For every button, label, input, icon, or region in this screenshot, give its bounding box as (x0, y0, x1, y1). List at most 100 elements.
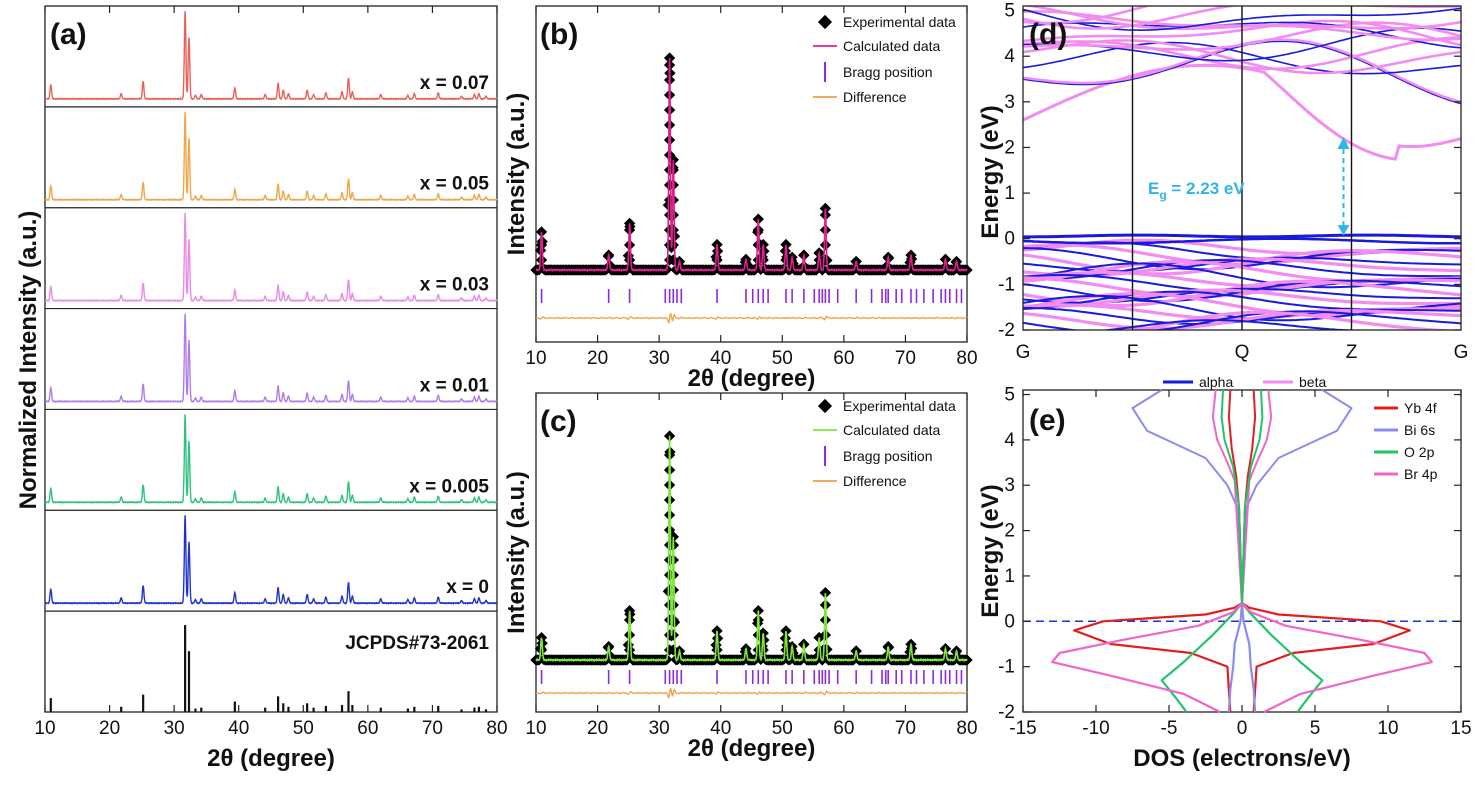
panel-e-dos-line-up (1241, 602, 1433, 713)
panel-d-ytick-label: 0 (1004, 229, 1015, 250)
panel-a-xlabel: 2θ (degree) (207, 745, 335, 772)
panel-e-dos-line-up (1241, 602, 1324, 713)
panel-b-legend-label: Calculated data (843, 38, 941, 54)
panel-c-difference-line (535, 687, 968, 699)
panel-e-dos-line-up (1241, 602, 1411, 713)
panel-b-xtick-label: 40 (710, 348, 731, 369)
panel-c-xtick-label: 50 (772, 718, 793, 739)
panel-e-xtick-label: -15 (1009, 718, 1036, 739)
panel-c-legend-label: Difference (843, 473, 907, 489)
panel-d-ytick-label: 5 (1004, 1, 1015, 22)
panel-a-xtick-label: 60 (357, 718, 378, 739)
panel-c-experimental-point (535, 644, 548, 656)
panel-c-ylabel: Intensity (a.u.) (503, 471, 530, 634)
panel-a-xtick-label: 30 (164, 718, 185, 739)
panel-b-experimental-point (819, 239, 832, 251)
panel-b-legend-label: Experimental data (843, 14, 956, 30)
panel-d-legend-label: alpha (1199, 374, 1233, 390)
panel-a-label: (a) (50, 18, 87, 51)
panel-d-mask (1023, 330, 1461, 340)
panel-a-pattern-line (44, 10, 498, 101)
panel-b-legend-symbol-experimental (817, 14, 833, 30)
panel-e-dos-line-down (1227, 603, 1244, 713)
panel-b-experimental-point (667, 239, 679, 251)
panel-a-pattern-line (44, 515, 498, 605)
panel-e-frame (1022, 389, 1462, 713)
panel-e-xtick-label: -5 (1161, 718, 1178, 739)
panel-e-ytick-label: 2 (1004, 521, 1015, 542)
panel-e-upper-br-up (1241, 389, 1273, 604)
panel-b-xlabel: 2θ (degree) (688, 365, 816, 392)
panel-c-legend-label: Experimental data (843, 398, 956, 414)
panel-c-experimental-point (780, 625, 792, 637)
panel-c-experimental-point (757, 627, 769, 639)
panel-b-ylabel: Intensity (a.u.) (503, 93, 530, 256)
panel-c-experimental-point (623, 644, 636, 656)
panel-e-legend-label: Yb 4f (1404, 400, 1437, 416)
panel-a-ylabel: Normalized Intensity (a.u.) (15, 211, 42, 510)
panel-d-legend-label: beta (1299, 374, 1326, 390)
panel-c-frame (535, 392, 968, 713)
panel-e-upper-o-up (1241, 389, 1264, 604)
panel-a-xtick-label: 20 (99, 718, 120, 739)
panel-e-ylabel: Energy (eV) (977, 484, 1004, 617)
panel-d-ytick-label: 4 (1004, 46, 1015, 67)
panel-e-ytick-label: 1 (1004, 566, 1015, 587)
panel-a-xtick-label: 10 (34, 718, 55, 739)
panel-d-gap-label: Eg = 2.23 eV (1148, 179, 1245, 202)
panel-b-experimental-point (813, 254, 825, 266)
panel-c-experimental-point (813, 644, 825, 656)
panel-e-ytick-label: -2 (998, 702, 1015, 723)
panel-d-gap-arrowhead (1337, 136, 1350, 149)
panel-b-xtick-label: 50 (772, 348, 793, 369)
panel-e-legend-label: O 2p (1404, 444, 1435, 460)
panel-c-calculated-line (535, 435, 968, 663)
panel-a-pattern-line (44, 414, 498, 505)
panel-a-sample-label: x = 0.05 (420, 174, 490, 195)
panel-c-xtick-label: 40 (710, 718, 731, 739)
panel-d-gap-subscript: g (1159, 188, 1166, 202)
panel-e-upper-br-down (1211, 389, 1243, 604)
panel-a-pattern-line (44, 313, 498, 404)
panel-d-frame (1022, 5, 1462, 331)
panel-e-ytick-label: 0 (1004, 611, 1015, 632)
panel-d-kpoint-label: G (1016, 342, 1031, 363)
panel-c-legend-label: Bragg position (843, 448, 933, 464)
panel-a-pattern-line (44, 111, 498, 202)
panel-e-xtick-label: 10 (1377, 718, 1398, 739)
panel-c-experimental-point (819, 629, 832, 641)
panel-e-xtick-label: 15 (1450, 718, 1471, 739)
panel-c-xlabel: 2θ (degree) (688, 735, 816, 762)
panel-b-legend-label: Difference (843, 89, 907, 105)
panel-c-xtick-label: 60 (833, 718, 854, 739)
panel-a-xtick-label: 80 (486, 718, 507, 739)
panel-e-xtick-label: 0 (1237, 718, 1248, 739)
panel-e-ytick-label: 4 (1004, 430, 1015, 451)
panel-d-ylabel: Energy (eV) (977, 105, 1004, 238)
panel-c-experimental-point (711, 644, 723, 656)
panel-d-ytick-label: 1 (1004, 183, 1015, 204)
panel-a-sample-label: x = 0 (446, 577, 489, 598)
panel-c-experimental-points (530, 430, 973, 666)
panel-e-dos-line-up (1240, 603, 1257, 713)
panel-e-xlabel: DOS (electrons/eV) (1133, 745, 1350, 772)
panel-d-gap-value: = 2.23 eV (1167, 179, 1246, 198)
panel-e-xtick-label: 5 (1310, 718, 1321, 739)
panel-b-label: (b) (540, 18, 578, 51)
panel-c-xtick-label: 10 (525, 718, 546, 739)
panel-a-xtick-label: 40 (228, 718, 249, 739)
panel-e-xtick-label: -10 (1082, 718, 1109, 739)
panel-d-ytick-label: 3 (1004, 92, 1015, 113)
panel-d-gap-arrowhead (1337, 225, 1350, 236)
panel-d-ytick-label: -1 (998, 274, 1015, 295)
panel-b-frame (535, 5, 968, 343)
panel-c-experimental-point (623, 629, 636, 641)
panel-e-legend-label: Bi 6s (1404, 422, 1435, 438)
panel-e-legend-label: Br 4p (1404, 466, 1438, 482)
panel-a-xtick-label: 70 (422, 718, 443, 739)
panel-d-mask (1023, 0, 1461, 6)
panel-e-upper-o-down (1220, 389, 1243, 604)
panel-b-xtick-label: 30 (649, 348, 670, 369)
panel-b-experimental-point (623, 254, 636, 266)
panel-b-xtick-label: 70 (895, 348, 916, 369)
